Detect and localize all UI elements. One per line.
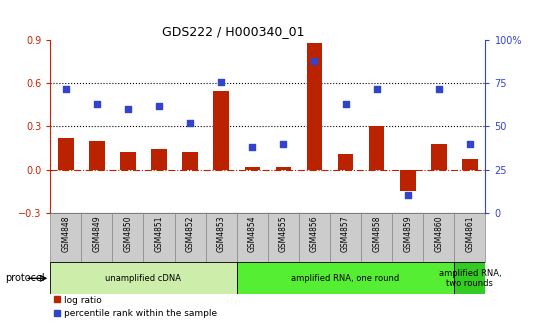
Text: GSM4854: GSM4854: [248, 215, 257, 252]
Bar: [120, 152, 136, 170]
Bar: [244, 167, 260, 170]
Bar: [81, 213, 112, 262]
Bar: [182, 152, 198, 170]
Point: [123, 107, 132, 112]
Bar: [50, 213, 81, 262]
Text: unamplified cDNA: unamplified cDNA: [105, 274, 181, 283]
Text: GSM4858: GSM4858: [372, 215, 381, 252]
Bar: [50, 262, 237, 294]
Text: protocol: protocol: [6, 273, 45, 283]
Bar: [276, 167, 291, 170]
Bar: [454, 213, 485, 262]
Bar: [237, 262, 454, 294]
Text: amplified RNA,
two rounds: amplified RNA, two rounds: [439, 268, 501, 288]
Point: [465, 141, 474, 146]
Point: [248, 144, 257, 150]
Bar: [89, 141, 105, 170]
Bar: [369, 126, 384, 170]
Text: GSM4856: GSM4856: [310, 215, 319, 252]
Point: [434, 86, 443, 91]
Legend: log ratio, percentile rank within the sample: log ratio, percentile rank within the sa…: [55, 296, 217, 318]
Point: [279, 141, 288, 146]
Bar: [213, 91, 229, 170]
Bar: [175, 213, 206, 262]
Text: GSM4852: GSM4852: [186, 215, 195, 252]
Bar: [424, 213, 454, 262]
Point: [372, 86, 381, 91]
Text: GSM4859: GSM4859: [403, 215, 412, 252]
Bar: [392, 213, 424, 262]
Point: [61, 86, 70, 91]
Text: GSM4855: GSM4855: [279, 215, 288, 252]
Point: [341, 101, 350, 107]
Point: [155, 103, 163, 109]
Bar: [431, 144, 446, 170]
Title: GDS222 / H000340_01: GDS222 / H000340_01: [162, 25, 304, 38]
Bar: [307, 43, 323, 170]
Text: GSM4860: GSM4860: [434, 215, 443, 252]
Bar: [299, 213, 330, 262]
Text: GSM4849: GSM4849: [93, 215, 102, 252]
Text: amplified RNA, one round: amplified RNA, one round: [291, 274, 400, 283]
Point: [403, 193, 412, 198]
Bar: [143, 213, 175, 262]
Bar: [454, 262, 485, 294]
Bar: [330, 213, 361, 262]
Point: [93, 101, 102, 107]
Bar: [112, 213, 143, 262]
Point: [217, 79, 225, 84]
Text: GSM4850: GSM4850: [123, 215, 132, 252]
Bar: [361, 213, 392, 262]
Bar: [237, 213, 268, 262]
Bar: [462, 160, 478, 170]
Bar: [151, 150, 167, 170]
Text: GSM4851: GSM4851: [155, 215, 163, 252]
Text: GSM4861: GSM4861: [465, 215, 474, 252]
Point: [186, 120, 195, 126]
Text: GSM4857: GSM4857: [341, 215, 350, 252]
Text: GSM4853: GSM4853: [217, 215, 225, 252]
Text: GSM4848: GSM4848: [61, 215, 70, 252]
Bar: [58, 138, 74, 170]
Bar: [268, 213, 299, 262]
Bar: [206, 213, 237, 262]
Bar: [338, 154, 353, 170]
Point: [310, 58, 319, 64]
Bar: [400, 170, 416, 191]
